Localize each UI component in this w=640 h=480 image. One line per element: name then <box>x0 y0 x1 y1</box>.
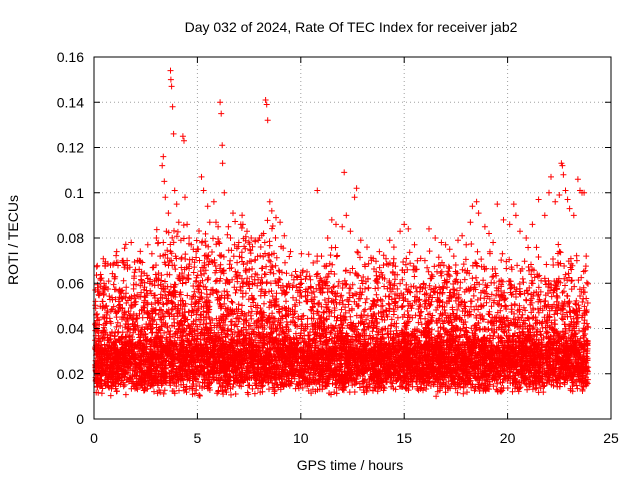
data-point <box>428 271 435 278</box>
data-point <box>261 300 267 307</box>
data-point <box>232 218 239 225</box>
grid-lines <box>94 57 611 419</box>
data-point <box>224 288 230 295</box>
data-point <box>489 274 496 280</box>
data-point <box>470 292 477 299</box>
data-point <box>98 390 105 397</box>
data-point <box>399 303 406 309</box>
data-point <box>270 270 277 277</box>
data-point <box>486 311 493 318</box>
data-point <box>172 266 179 273</box>
data-point <box>488 279 495 286</box>
data-point <box>251 257 258 264</box>
data-point <box>442 389 449 396</box>
data-point <box>217 253 224 260</box>
data-point <box>523 297 530 304</box>
data-point <box>362 285 368 292</box>
data-point <box>283 270 290 277</box>
data-point <box>137 248 144 255</box>
data-point <box>131 259 138 265</box>
data-point <box>238 225 245 231</box>
data-point <box>585 280 591 287</box>
data-point <box>122 241 129 248</box>
data-point <box>239 302 245 309</box>
data-point <box>330 284 336 291</box>
data-point <box>239 293 246 300</box>
data-point <box>488 291 495 298</box>
data-point <box>120 277 127 284</box>
data-point <box>93 263 100 270</box>
data-point <box>362 306 369 313</box>
data-point <box>261 239 268 246</box>
data-point <box>426 248 433 255</box>
data-point <box>174 228 181 235</box>
data-point <box>354 248 361 255</box>
data-point <box>123 284 130 291</box>
data-point <box>561 275 568 282</box>
data-point <box>111 286 118 293</box>
data-point <box>473 274 479 281</box>
data-point <box>171 227 177 234</box>
data-point <box>184 292 191 299</box>
data-point <box>521 258 528 265</box>
data-point <box>550 256 556 262</box>
data-point <box>202 230 209 237</box>
data-point <box>468 241 475 247</box>
data-point <box>503 265 510 272</box>
data-point <box>581 320 588 327</box>
data-point <box>106 293 113 300</box>
data-point <box>582 263 589 270</box>
data-point <box>379 298 386 304</box>
data-point <box>411 273 418 280</box>
data-point <box>573 257 580 264</box>
data-point <box>182 279 189 286</box>
data-point <box>232 391 239 397</box>
data-point <box>180 222 187 229</box>
data-point <box>305 251 312 258</box>
data-point <box>365 284 372 291</box>
data-point <box>246 285 253 292</box>
data-point <box>390 255 397 262</box>
data-point <box>358 277 365 284</box>
data-points <box>92 67 592 400</box>
data-point <box>230 253 237 260</box>
data-point <box>403 255 410 262</box>
data-point <box>394 314 401 321</box>
data-point <box>257 244 264 250</box>
data-point <box>562 271 569 278</box>
data-point <box>217 261 224 268</box>
data-point <box>437 270 444 277</box>
data-point <box>331 313 338 320</box>
data-point <box>335 283 342 289</box>
data-point <box>564 293 571 300</box>
data-point <box>327 252 334 259</box>
data-point <box>425 268 432 275</box>
data-point <box>190 283 197 289</box>
data-point <box>435 254 442 261</box>
data-point <box>551 311 558 318</box>
data-point <box>347 313 354 320</box>
data-point <box>266 257 272 264</box>
data-point <box>275 267 282 274</box>
data-point <box>152 271 159 278</box>
data-point <box>558 315 565 322</box>
data-point <box>498 257 505 264</box>
data-point <box>234 259 241 266</box>
data-point <box>404 308 411 314</box>
data-point <box>383 260 390 267</box>
data-point <box>369 328 376 335</box>
data-point <box>406 249 413 256</box>
data-point <box>533 244 540 251</box>
data-point <box>424 264 431 271</box>
data-point <box>560 288 567 295</box>
data-point <box>113 252 120 259</box>
data-point <box>416 303 423 310</box>
data-point <box>474 248 481 255</box>
